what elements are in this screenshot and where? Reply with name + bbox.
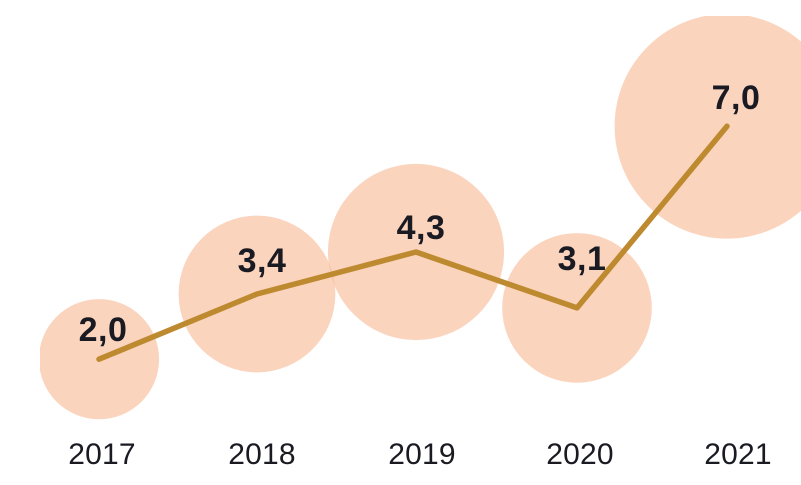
- value-label-2020: 3,1: [558, 240, 607, 278]
- bubble-line-chart: 2,0 3,4 4,3 3,1 7,0 2017 2018 2019 2020 2021: [40, 16, 801, 469]
- year-label-2021: 2021: [704, 438, 772, 469]
- year-labels-group: 2017 2018 2019 2020 2021: [68, 438, 772, 469]
- year-label-2017: 2017: [68, 438, 136, 469]
- value-label-2018: 3,4: [238, 242, 287, 280]
- year-label-2018: 2018: [228, 438, 296, 469]
- trend-line: [96, 123, 730, 362]
- value-label-2017: 2,0: [79, 311, 128, 349]
- value-labels-group: 2,0 3,4 4,3 3,1 7,0: [79, 79, 761, 349]
- bubble-2021: [614, 16, 801, 239]
- value-label-2019: 4,3: [397, 209, 446, 247]
- year-label-2019: 2019: [388, 438, 456, 469]
- chart-canvas: 2,0 3,4 4,3 3,1 7,0 2017 2018 2019 2020 2021: [40, 16, 801, 469]
- year-label-2020: 2020: [546, 438, 614, 469]
- value-label-2021: 7,0: [712, 79, 761, 117]
